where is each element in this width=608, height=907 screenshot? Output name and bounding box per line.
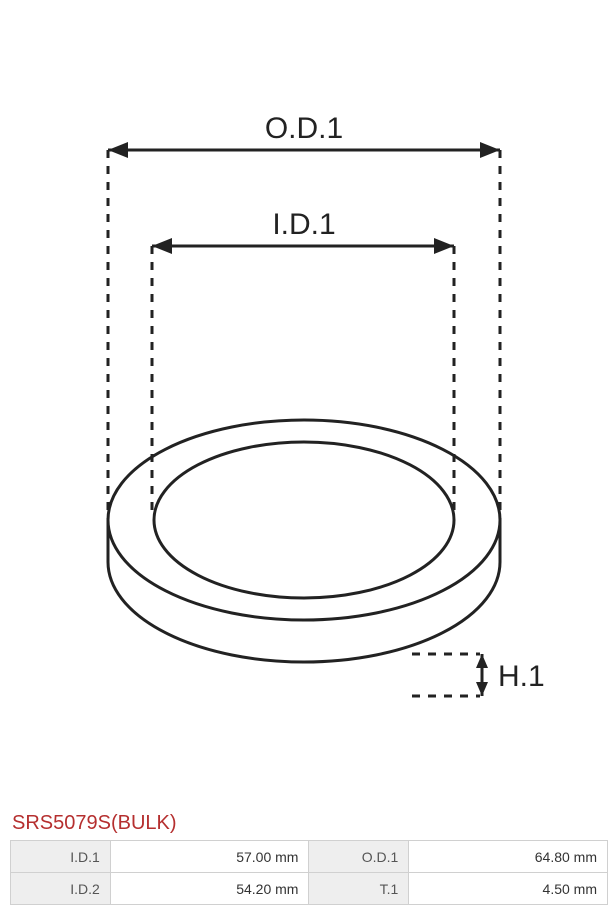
spec-value: 57.00 mm <box>110 841 309 873</box>
table-row: I.D.1 57.00 mm O.D.1 64.80 mm <box>11 841 608 873</box>
id1-label: I.D.1 <box>272 208 335 241</box>
ring-bottom-outer-arc <box>108 562 500 662</box>
h1-arrow-down <box>476 682 488 696</box>
spec-label: I.D.1 <box>11 841 111 873</box>
part-number-title: SRS5079S(BULK) <box>12 812 177 835</box>
ring-top-inner-ellipse <box>154 442 454 598</box>
od1-arrow-right <box>480 142 500 158</box>
spec-table: I.D.1 57.00 mm O.D.1 64.80 mm I.D.2 54.2… <box>10 840 608 905</box>
dimension-diagram: O.D.1 I.D.1 H. <box>0 100 608 800</box>
spec-label: O.D.1 <box>309 841 409 873</box>
od1-label: O.D.1 <box>265 112 343 145</box>
spec-value: 4.50 mm <box>409 873 608 905</box>
spec-label: I.D.2 <box>11 873 111 905</box>
h1-arrow-up <box>476 654 488 668</box>
spec-value: 54.20 mm <box>110 873 309 905</box>
spec-value: 64.80 mm <box>409 841 608 873</box>
od1-arrow-left <box>108 142 128 158</box>
table-row: I.D.2 54.20 mm T.1 4.50 mm <box>11 873 608 905</box>
spec-label: T.1 <box>309 873 409 905</box>
id1-arrow-right <box>434 238 454 254</box>
h1-label: H.1 <box>498 660 545 693</box>
id1-arrow-left <box>152 238 172 254</box>
ring-top-outer-ellipse <box>108 420 500 620</box>
diagram-svg: O.D.1 I.D.1 H. <box>0 100 608 800</box>
